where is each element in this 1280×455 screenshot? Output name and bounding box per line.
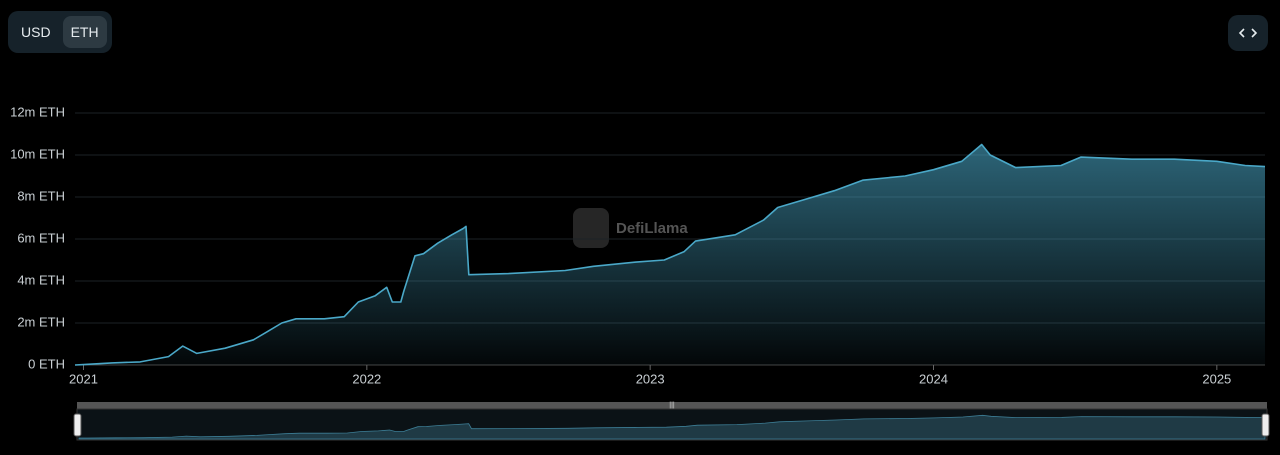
currency-option[interactable]: ETH: [62, 16, 107, 48]
y-tick-label: 12m ETH: [10, 104, 65, 119]
x-tick-label: 2021: [69, 371, 98, 386]
x-tick-label: 2022: [352, 371, 381, 386]
watermark: DefiLlama: [573, 208, 688, 248]
x-tick-label: 2024: [919, 371, 948, 386]
embed-button[interactable]: [1228, 15, 1268, 51]
navigator-grip: |||: [669, 402, 675, 409]
x-tick-label: 2025: [1202, 371, 1231, 386]
watermark-text: DefiLlama: [616, 220, 688, 237]
x-tick-label: 2023: [636, 371, 665, 386]
area-line: [74, 143, 1266, 366]
embed-icon: [1238, 28, 1258, 38]
currency-option[interactable]: USD: [21, 24, 51, 40]
navigator-area: [78, 414, 1266, 440]
y-tick-label: 4m ETH: [17, 272, 65, 287]
y-tick-label: 8m ETH: [17, 188, 65, 203]
watermark-logo: [573, 208, 609, 248]
currency-toggle: USD ETH: [8, 11, 112, 53]
y-tick-label: 6m ETH: [17, 230, 65, 245]
navigator-handle[interactable]: [73, 413, 82, 437]
y-tick-label: 10m ETH: [10, 146, 65, 161]
navigator-handle[interactable]: [1261, 413, 1270, 437]
y-tick-label: 0 ETH: [28, 356, 65, 371]
navigator-bar[interactable]: [77, 402, 1267, 409]
area-fill: [75, 144, 1265, 365]
y-tick-label: 2m ETH: [17, 314, 65, 329]
